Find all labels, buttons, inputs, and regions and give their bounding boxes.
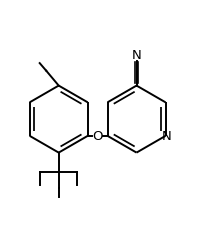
Text: N: N — [162, 130, 171, 143]
Text: O: O — [92, 130, 103, 143]
Text: N: N — [132, 48, 141, 62]
